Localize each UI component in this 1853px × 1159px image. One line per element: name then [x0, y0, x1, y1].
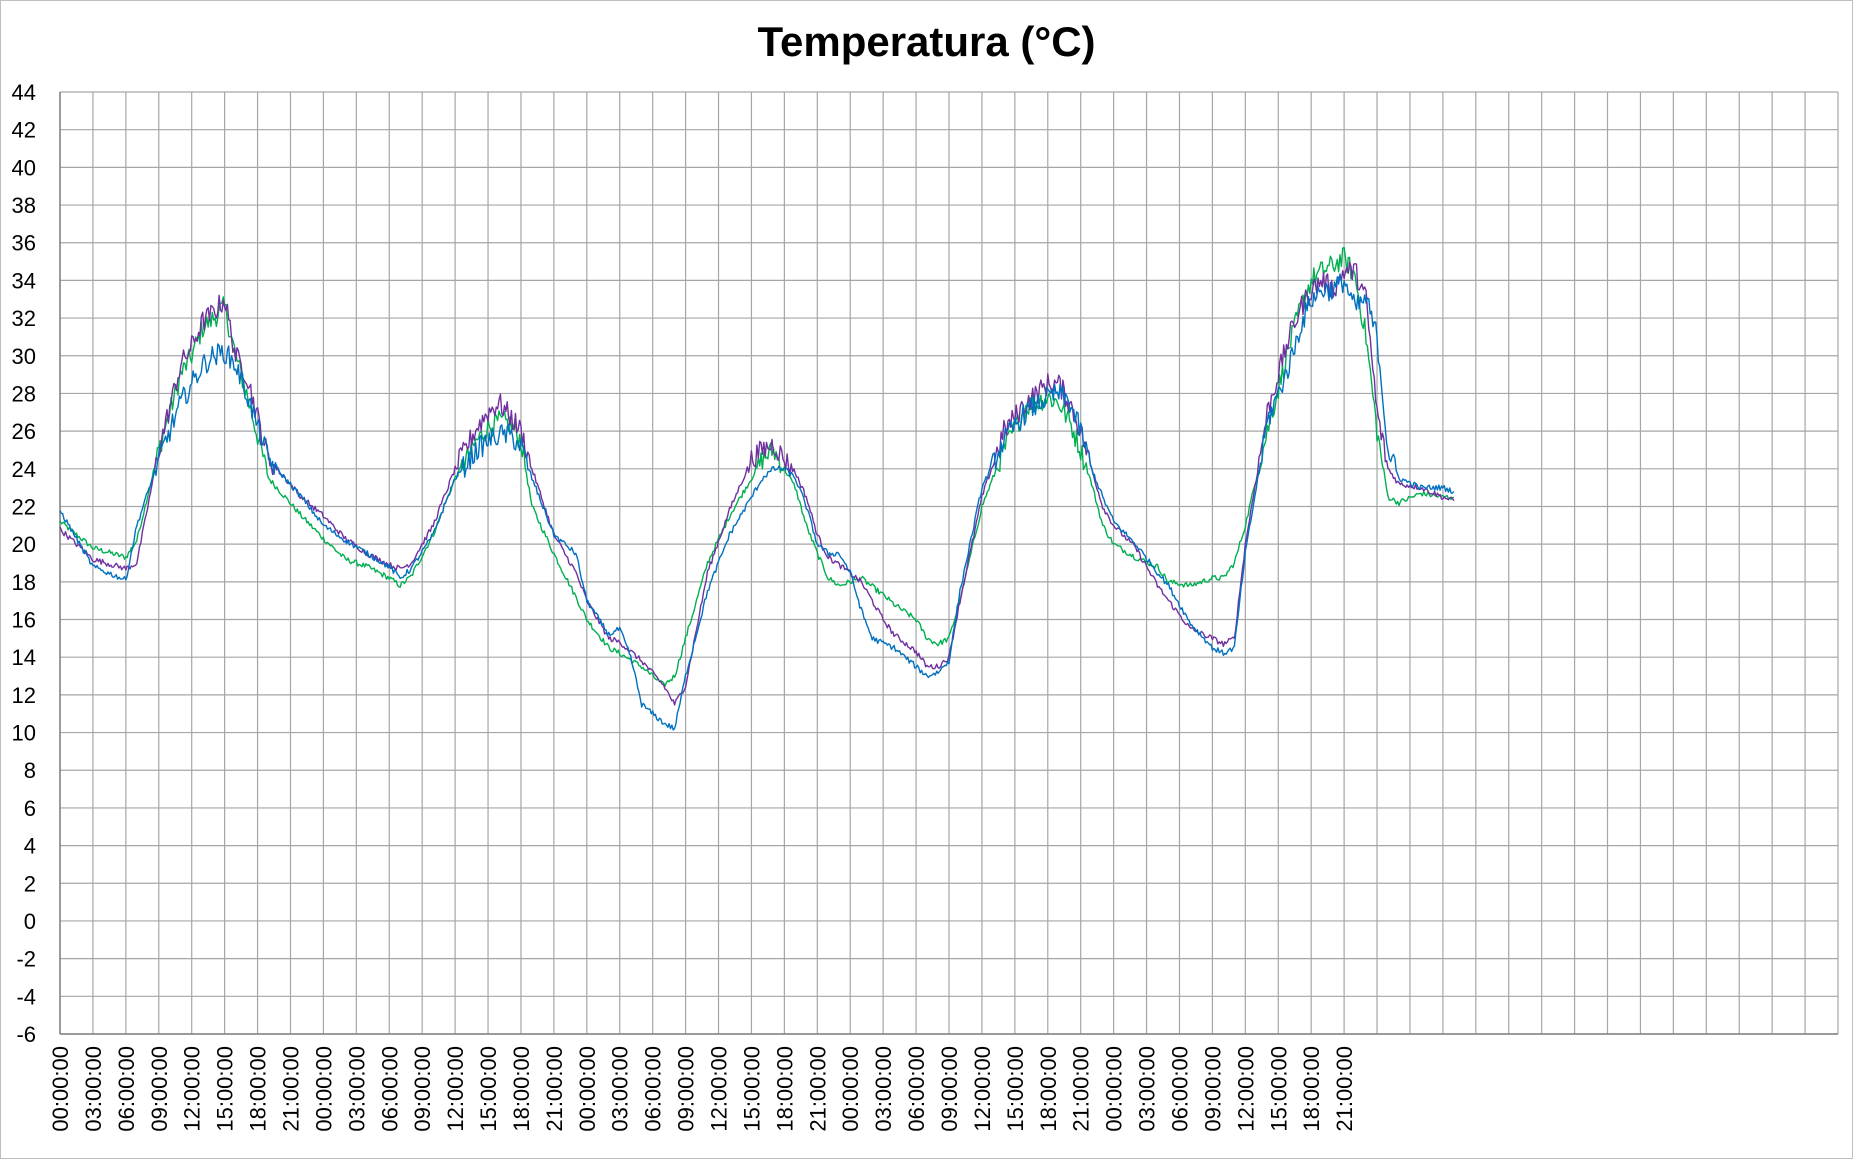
y-tick-label: 8	[24, 758, 36, 783]
y-tick-label: 42	[12, 118, 36, 143]
y-tick-label: 6	[24, 796, 36, 821]
y-tick-label: 18	[12, 570, 36, 595]
y-tick-label: 22	[12, 494, 36, 519]
x-tick-label: 00:00:00	[48, 1046, 73, 1132]
y-tick-label: 32	[12, 306, 36, 331]
y-tick-label: -6	[16, 1022, 36, 1047]
y-tick-label: 2	[24, 871, 36, 896]
x-tick-label: 15:00:00	[1266, 1046, 1291, 1132]
x-tick-label: 18:00:00	[509, 1046, 534, 1132]
x-tick-label: 09:00:00	[1200, 1046, 1225, 1132]
x-tick-label: 12:00:00	[970, 1046, 995, 1132]
y-tick-label: 28	[12, 381, 36, 406]
x-tick-label: 06:00:00	[1167, 1046, 1192, 1132]
x-tick-label: 06:00:00	[377, 1046, 402, 1132]
x-tick-label: 21:00:00	[542, 1046, 567, 1132]
y-tick-label: -4	[16, 984, 36, 1009]
y-tick-label: 40	[12, 155, 36, 180]
y-tick-label: 14	[12, 645, 36, 670]
x-tick-label: 09:00:00	[147, 1046, 172, 1132]
x-tick-label: 15:00:00	[1003, 1046, 1028, 1132]
x-tick-label: 09:00:00	[410, 1046, 435, 1132]
y-tick-label: 36	[12, 231, 36, 256]
x-tick-label: 18:00:00	[1036, 1046, 1061, 1132]
x-tick-label: 21:00:00	[1069, 1046, 1094, 1132]
y-tick-label: 16	[12, 608, 36, 633]
x-tick-label: 03:00:00	[608, 1046, 633, 1132]
series-line-2	[59, 261, 1455, 706]
x-tick-label: 15:00:00	[213, 1046, 238, 1132]
x-tick-label: 03:00:00	[1135, 1046, 1160, 1132]
x-tick-label: 06:00:00	[904, 1046, 929, 1132]
x-tick-label: 03:00:00	[344, 1046, 369, 1132]
series-line-1	[59, 246, 1455, 688]
x-tick-label: 03:00:00	[81, 1046, 106, 1132]
y-tick-label: 26	[12, 419, 36, 444]
y-tick-label: 30	[12, 344, 36, 369]
series-line-3	[59, 273, 1455, 731]
x-tick-label: 12:00:00	[180, 1046, 205, 1132]
x-tick-label: 18:00:00	[772, 1046, 797, 1132]
y-tick-label: -2	[16, 947, 36, 972]
x-tick-label: 00:00:00	[838, 1046, 863, 1132]
x-tick-label: 21:00:00	[805, 1046, 830, 1132]
x-tick-label: 00:00:00	[311, 1046, 336, 1132]
x-tick-label: 21:00:00	[1332, 1046, 1357, 1132]
y-tick-label: 24	[12, 457, 36, 482]
x-tick-label: 06:00:00	[114, 1046, 139, 1132]
y-tick-label: 10	[12, 721, 36, 746]
x-tick-label: 12:00:00	[443, 1046, 468, 1132]
y-tick-label: 12	[12, 683, 36, 708]
grid-layer	[59, 91, 1839, 1035]
x-tick-label: 21:00:00	[278, 1046, 303, 1132]
y-tick-label: 44	[12, 80, 36, 105]
x-tick-label: 09:00:00	[674, 1046, 699, 1132]
x-tick-label: 00:00:00	[1102, 1046, 1127, 1132]
x-tick-label: 09:00:00	[937, 1046, 962, 1132]
y-tick-label: 38	[12, 193, 36, 218]
x-tick-label: 03:00:00	[871, 1046, 896, 1132]
x-tick-labels: 00:00:00 03:00:00 06:00:00 09:00:00 12:00:00…	[48, 1046, 1357, 1132]
axis-layer	[59, 92, 1838, 1035]
x-tick-label: 15:00:00	[739, 1046, 764, 1132]
series-layer	[59, 246, 1455, 731]
y-tick-label: 0	[24, 909, 36, 934]
x-tick-label: 12:00:00	[1233, 1046, 1258, 1132]
x-tick-label: 00:00:00	[575, 1046, 600, 1132]
y-tick-labels: -6-4-20246810121416182022242628303234363…	[12, 80, 36, 1047]
x-tick-label: 18:00:00	[1299, 1046, 1324, 1132]
x-tick-label: 18:00:00	[246, 1046, 271, 1132]
x-tick-label: 12:00:00	[707, 1046, 732, 1132]
y-tick-label: 20	[12, 532, 36, 557]
y-tick-label: 4	[24, 834, 36, 859]
y-tick-label: 34	[12, 268, 36, 293]
x-tick-label: 15:00:00	[476, 1046, 501, 1132]
chart-title: Temperatura (°C)	[757, 18, 1096, 65]
x-tick-label: 06:00:00	[641, 1046, 666, 1132]
